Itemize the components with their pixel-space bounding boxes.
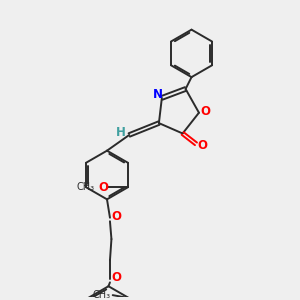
Text: CH₃: CH₃	[76, 182, 94, 192]
Text: O: O	[112, 271, 122, 284]
Text: O: O	[197, 139, 208, 152]
Text: N: N	[153, 88, 163, 101]
Text: CH₃: CH₃	[92, 290, 110, 299]
Text: O: O	[98, 181, 108, 194]
Text: H: H	[116, 126, 126, 139]
Text: O: O	[200, 105, 211, 118]
Text: O: O	[112, 210, 122, 223]
